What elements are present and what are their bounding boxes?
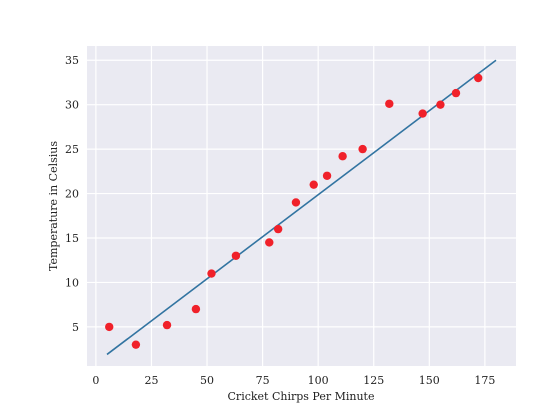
data-point (309, 180, 318, 189)
y-tick-label: 5 (72, 321, 79, 334)
x-axis-label: Cricket Chirps Per Minute (228, 390, 375, 403)
data-point (231, 251, 241, 260)
data-point (191, 304, 201, 314)
data-point (451, 88, 461, 98)
data-point (131, 340, 141, 349)
x-tick-label: 25 (144, 374, 158, 387)
data-point (338, 152, 347, 161)
x-tick-label: 0 (92, 374, 99, 387)
data-points (105, 73, 483, 349)
data-point (322, 171, 332, 180)
y-tick-label: 35 (65, 54, 79, 67)
grid-lines (87, 46, 516, 366)
data-point (105, 322, 114, 332)
data-point (474, 73, 483, 83)
y-tick-labels: 5 10 15 20 25 30 35 (65, 54, 79, 334)
y-tick-label: 25 (65, 143, 79, 156)
x-tick-label: 175 (474, 374, 495, 387)
y-tick-label: 20 (65, 188, 79, 201)
data-point (207, 269, 216, 278)
data-point (265, 238, 274, 247)
data-point (291, 198, 301, 207)
x-tick-labels: 0 25 50 75 100 125 150 175 (92, 374, 495, 387)
x-tick-label: 100 (308, 374, 329, 387)
data-point (358, 144, 367, 154)
data-point (385, 99, 394, 108)
x-tick-label: 125 (363, 374, 384, 387)
regression-line (106, 59, 497, 356)
x-tick-label: 150 (419, 374, 440, 387)
y-tick-label: 30 (65, 99, 79, 112)
y-tick-label: 15 (65, 232, 79, 245)
x-tick-label: 50 (200, 374, 214, 387)
data-point (162, 320, 172, 330)
y-tick-label: 10 (65, 276, 79, 289)
x-tick-label: 75 (256, 374, 270, 387)
data-point (418, 109, 427, 118)
y-axis-label: Temperature in Celsius (47, 141, 60, 271)
fit-line-group (106, 59, 497, 356)
data-point (273, 224, 283, 234)
data-point (436, 100, 445, 109)
